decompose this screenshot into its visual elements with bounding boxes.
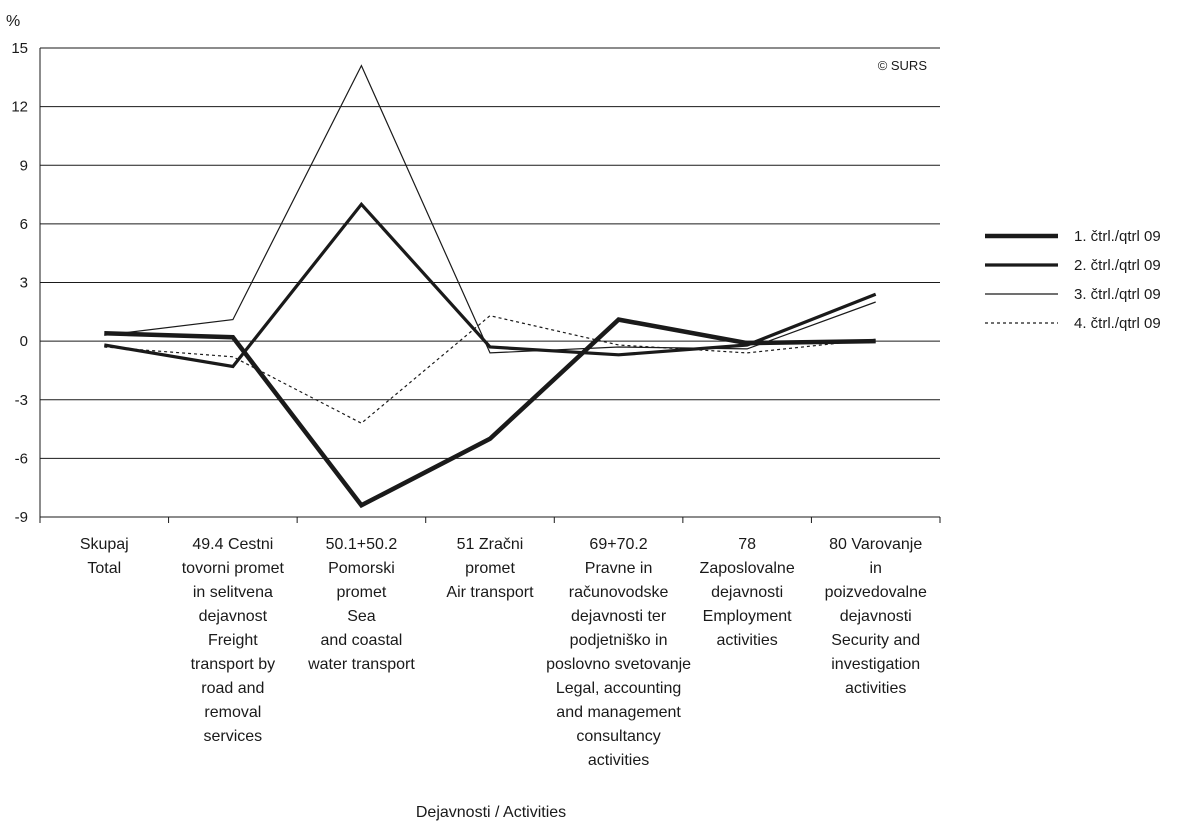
category-label-line: water transport [307,656,415,673]
category-label-line: dejavnost [199,608,268,625]
category-label-line: Security and [831,632,920,649]
category-label-line: activities [588,752,649,769]
y-tick-label: -3 [15,392,28,409]
y-tick-label: 6 [20,216,28,233]
y-unit-label: % [6,13,20,30]
legend: 1. čtrl./qtrl 09 2. čtrl./qtrl 09 3. čtrl.… [985,228,1161,332]
category-label: 80 Varovanje in poizvedovalne dejavnosti Sec… [825,536,927,697]
category-label-line: 50.1+50.2 [326,536,398,553]
legend-label: 3. čtrl./qtrl 09 [1074,286,1161,303]
category-label-line: 49.4 Cestni [192,536,273,553]
category-label-line: Air transport [446,584,534,601]
y-tick-label: 9 [20,157,28,174]
category-label-line: activities [845,680,906,697]
category-label-line: transport by [191,656,275,673]
category-label: Skupaj Total [80,536,129,577]
legend-label: 2. čtrl./qtrl 09 [1074,257,1161,274]
category-label-line: 78 [738,536,756,553]
category-label: 49.4 Cestni tovorni promet in selitvena dej… [182,536,285,745]
category-label-line: and management [556,704,681,721]
category-label-line: Pravne in [585,560,653,577]
category-label-line: poslovno svetovanje [546,656,691,673]
category-label-line: računovodske [569,584,669,601]
category-label-line: and coastal [321,632,403,649]
series-line-4 [104,315,876,424]
x-axis [39,48,941,523]
x-axis-title: Dejavnosti / Activities [416,804,566,821]
category-label-line: Skupaj [80,536,129,553]
series-line-3 [104,64,876,354]
category-label: 50.1+50.2 Pomorski promet Sea and coastal wat… [307,536,415,673]
series-lines [104,64,877,509]
y-tick-label: 15 [11,40,28,57]
legend-label: 1. čtrl./qtrl 09 [1074,228,1161,245]
category-label-line: investigation [831,656,920,673]
category-label-line: road and [201,680,264,697]
copyright-label: © SURS [878,58,928,73]
category-label-line: Pomorski [328,560,395,577]
y-tick-label: 3 [20,275,28,292]
category-label-line: tovorni promet [182,560,285,577]
series-line-1 [104,317,876,509]
category-labels: Skupaj Total 49.4 Cestni tovorni promet in s… [80,536,927,769]
category-label-line: Sea [347,608,376,625]
category-label: 78 Zaposlovalne dejavnosti Employment activi… [700,536,795,649]
category-label-line: Zaposlovalne [700,560,795,577]
y-tick-labels: 15 12 9 6 3 0 -3 -6 -9 [11,40,28,526]
legend-label: 4. čtrl./qtrl 09 [1074,315,1161,332]
gridlines [40,47,940,459]
category-label-line: dejavnosti [711,584,783,601]
y-tick-label: 12 [11,99,28,116]
category-label-line: 80 Varovanje [829,536,922,553]
y-tick-label: -9 [15,509,28,526]
category-label: 51 Zračni promet Air transport [446,536,534,601]
category-label-line: in [869,560,881,577]
category-label: 69+70.2 Pravne in računovodske dejavnosti t… [546,536,691,769]
category-label-line: 69+70.2 [589,536,647,553]
category-label-line: Employment [703,608,792,625]
category-label-line: poizvedovalne [825,584,927,601]
category-label-line: in selitvena [193,584,273,601]
category-label-line: podjetniško in [570,632,668,649]
category-label-line: services [204,728,263,745]
y-tick-label: -6 [15,450,28,467]
category-label-line: Legal, accounting [556,680,681,697]
category-label-line: dejavnosti [840,608,912,625]
category-label-line: activities [716,632,777,649]
category-label-line: removal [204,704,261,721]
category-label-line: Total [87,560,121,577]
category-label-line: consultancy [576,728,661,745]
category-label-line: 51 Zračni [457,536,524,553]
category-label-line: Freight [208,632,258,649]
category-label-line: promet [337,584,387,601]
category-label-line: dejavnosti ter [571,608,667,625]
category-label-line: promet [465,560,515,577]
y-tick-label: 0 [20,333,28,350]
